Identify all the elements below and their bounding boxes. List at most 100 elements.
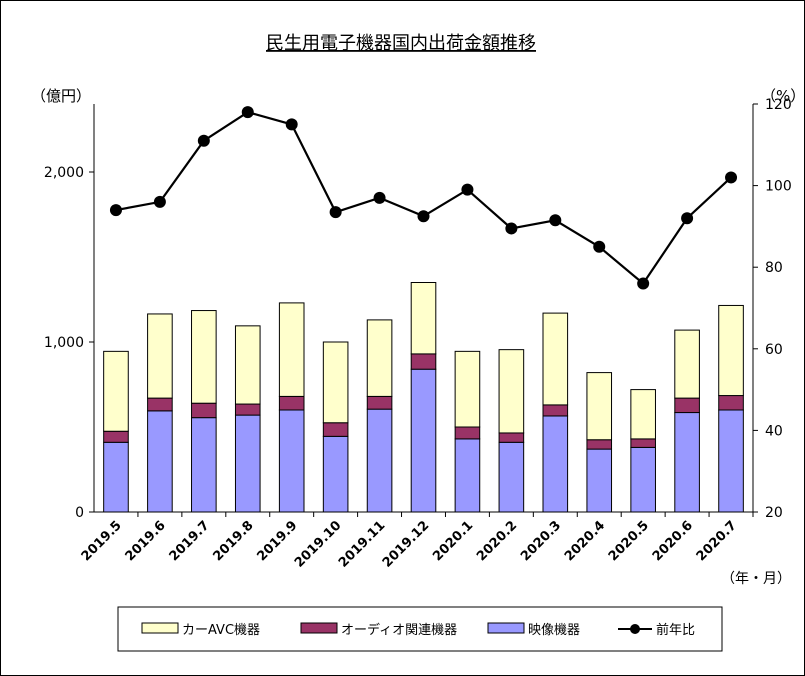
legend-label: 映像機器 bbox=[528, 623, 580, 638]
yoy-point bbox=[373, 191, 386, 204]
x-axis-tick-label: 2019.6 bbox=[123, 518, 169, 564]
bar-segment bbox=[718, 304, 744, 397]
legend: カーAVC機器 オーディオ関連機器 映像機器 前年比 bbox=[117, 606, 723, 652]
left-axis-tick-label: 0 bbox=[75, 505, 84, 521]
chart-title: 民生用電子機器国内出荷金額推移 bbox=[266, 33, 536, 54]
right-axis-tick-label: 20 bbox=[765, 505, 783, 521]
bar-segment bbox=[234, 403, 261, 416]
yoy-point bbox=[725, 171, 738, 184]
yoy-point bbox=[461, 183, 474, 196]
bar-segment bbox=[674, 329, 700, 399]
bar-segment bbox=[366, 408, 393, 513]
yoy-point bbox=[109, 204, 122, 217]
x-axis-tick-label: 2020.5 bbox=[606, 518, 652, 564]
bar-segment bbox=[278, 409, 305, 513]
bar-segment bbox=[630, 446, 656, 513]
bar-segment bbox=[103, 441, 129, 513]
legend-swatch bbox=[141, 622, 179, 634]
x-axis-tick-label: 2020.3 bbox=[518, 518, 564, 564]
bar-segment bbox=[322, 435, 349, 513]
bar-segment bbox=[454, 350, 481, 428]
right-axis-tick-label: 80 bbox=[765, 260, 783, 276]
bar-segment bbox=[410, 368, 437, 513]
bar-segment bbox=[278, 395, 305, 411]
bar-segment bbox=[234, 414, 261, 513]
x-axis-tick-label: 2020.7 bbox=[694, 518, 740, 564]
bar-segment bbox=[718, 395, 744, 411]
left-axis-unit: （億円） bbox=[31, 87, 91, 105]
x-axis-tick-label: 2019.8 bbox=[211, 518, 257, 564]
bar-segment bbox=[718, 409, 744, 513]
yoy-point bbox=[637, 277, 650, 290]
x-axis-tick-label: 2019.12 bbox=[380, 518, 432, 570]
line-layer bbox=[109, 106, 738, 290]
legend-swatch bbox=[300, 622, 338, 634]
bar-segment bbox=[586, 439, 613, 450]
bar-segment bbox=[191, 417, 217, 513]
bar-segment bbox=[147, 397, 173, 412]
x-axis-tick-label: 2020.2 bbox=[474, 518, 520, 564]
bar-segment bbox=[366, 319, 393, 397]
legend-label: カーAVC機器 bbox=[182, 623, 260, 638]
yoy-point bbox=[681, 212, 694, 225]
right-axis-tick-label: 100 bbox=[765, 179, 792, 195]
bar-segment bbox=[630, 389, 656, 440]
yoy-point bbox=[197, 134, 210, 147]
yoy-point bbox=[329, 206, 342, 219]
bar-segment bbox=[674, 412, 700, 513]
bar-segment bbox=[542, 415, 569, 513]
right-axis-tick-label: 60 bbox=[765, 342, 783, 358]
bar-segment bbox=[498, 349, 525, 434]
x-axis-tick-label: 2019.10 bbox=[292, 518, 344, 570]
right-axis-unit: （%） bbox=[761, 87, 804, 105]
bar-segment bbox=[322, 422, 349, 437]
bar-segment bbox=[191, 402, 217, 419]
yoy-point bbox=[549, 214, 562, 227]
yoy-point bbox=[285, 118, 298, 131]
bar-segment bbox=[322, 341, 349, 424]
right-axis-tick-label: 120 bbox=[765, 97, 792, 113]
bar-segment bbox=[278, 302, 305, 397]
x-axis-tick-label: 2019.5 bbox=[79, 518, 125, 564]
x-axis-tick-label: 2020.1 bbox=[430, 518, 476, 564]
bar-segment bbox=[630, 438, 656, 448]
bar-segment bbox=[147, 313, 173, 399]
legend-swatch bbox=[487, 622, 525, 634]
yoy-point bbox=[153, 195, 166, 208]
x-axis-tick-label: 2019.11 bbox=[336, 518, 388, 570]
bar-segment bbox=[147, 410, 173, 513]
bar-segment bbox=[498, 432, 525, 443]
bar-segment bbox=[586, 372, 613, 441]
left-axis-tick-label: 1,000 bbox=[44, 335, 84, 351]
right-axis-tick-label: 40 bbox=[765, 423, 783, 439]
bar-segment bbox=[410, 353, 437, 370]
x-axis-tick-label: 2020.4 bbox=[562, 518, 608, 564]
bar-segment bbox=[498, 441, 525, 513]
x-axis-tick-label: 2019.7 bbox=[167, 518, 213, 564]
bar-segment bbox=[103, 430, 129, 443]
bar-segment bbox=[366, 395, 393, 410]
x-axis-unit: （年・月） bbox=[721, 571, 791, 587]
legend-label: 前年比 bbox=[656, 622, 695, 638]
bar-segment bbox=[410, 282, 437, 355]
left-axis-tick-label: 2,000 bbox=[44, 165, 84, 181]
bar-segment bbox=[542, 404, 569, 417]
yoy-point bbox=[505, 222, 518, 235]
bar-segment bbox=[674, 397, 700, 414]
bar-segment bbox=[234, 325, 261, 405]
bar-segment bbox=[191, 310, 217, 404]
yoy-point bbox=[241, 106, 254, 119]
bars-layer bbox=[103, 282, 744, 513]
yoy-point bbox=[417, 210, 430, 223]
bar-segment bbox=[454, 426, 481, 440]
legend-marker bbox=[630, 624, 640, 634]
yoy-point bbox=[593, 240, 606, 253]
bar-segment bbox=[586, 448, 613, 513]
bar-segment bbox=[454, 438, 481, 513]
bar-segment bbox=[542, 312, 569, 406]
x-axis-tick-label: 2020.6 bbox=[650, 518, 696, 564]
legend-label: オーディオ関連機器 bbox=[341, 622, 457, 638]
bar-segment bbox=[103, 350, 129, 432]
